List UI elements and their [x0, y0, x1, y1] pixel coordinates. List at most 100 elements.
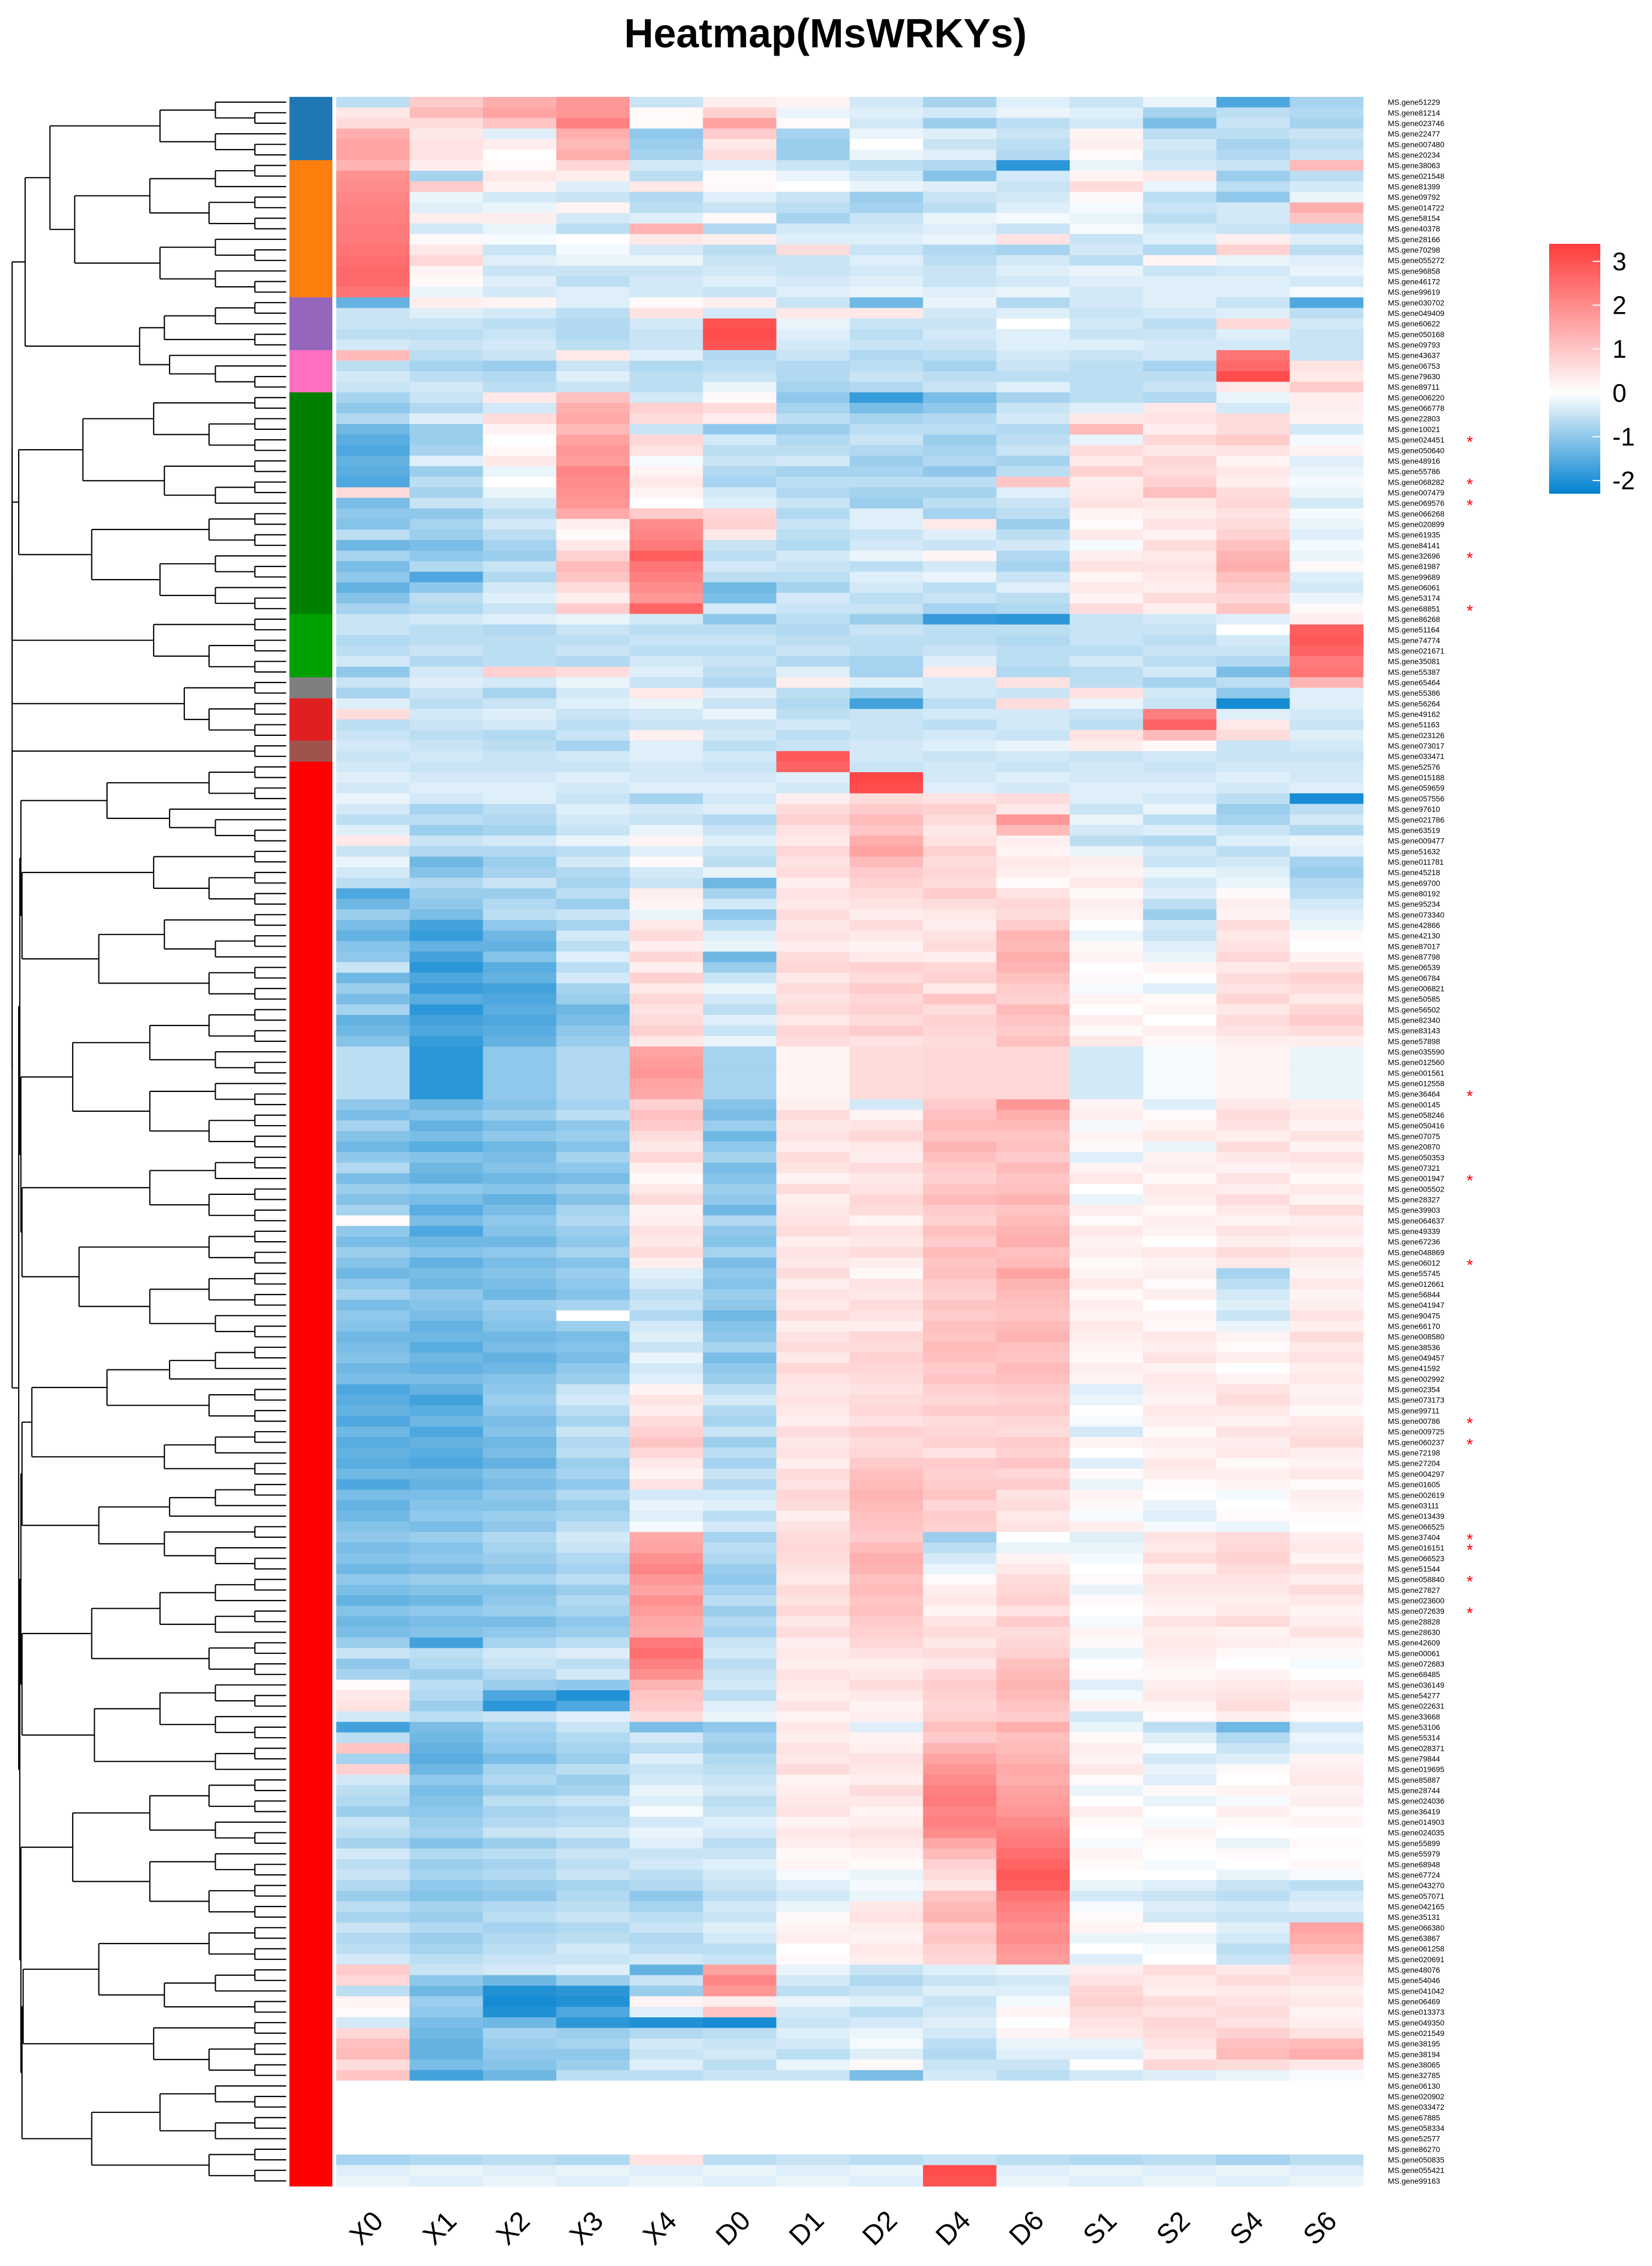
heatmap-cell — [336, 2133, 410, 2144]
heatmap-cell — [703, 1500, 776, 1511]
heatmap-cell — [776, 297, 850, 308]
heatmap-cell — [1070, 614, 1144, 625]
heatmap-cell — [1290, 1680, 1364, 1691]
heatmap-cell — [1290, 1437, 1364, 1448]
heatmap-cell — [703, 1342, 776, 1353]
heatmap-cell — [1290, 1458, 1364, 1469]
heatmap-cell — [1290, 203, 1364, 214]
row-mark: * — [1467, 1435, 1473, 1454]
heatmap-cell — [1290, 297, 1364, 308]
heatmap-cell — [1143, 266, 1217, 277]
heatmap-cell — [776, 677, 850, 688]
heatmap-cell — [556, 1036, 630, 1047]
heatmap-cell — [630, 740, 703, 751]
row-label: MS.gene22803 — [1388, 414, 1440, 423]
heatmap-cell — [409, 1743, 483, 1754]
heatmap-cell — [1290, 1923, 1364, 1934]
heatmap-cell — [997, 1680, 1070, 1691]
heatmap-cell — [483, 593, 557, 604]
heatmap-cell — [1143, 582, 1217, 593]
heatmap-cell — [776, 1247, 850, 1258]
heatmap-cell — [1216, 1511, 1290, 1522]
heatmap-cell — [483, 213, 557, 224]
heatmap-cell — [409, 1543, 483, 1554]
heatmap-cell — [923, 867, 997, 878]
heatmap-cell — [630, 382, 703, 393]
heatmap-cell — [1070, 751, 1144, 762]
heatmap-cell — [1070, 2091, 1144, 2102]
heatmap-cell — [1290, 730, 1364, 741]
heatmap-cell — [776, 255, 850, 266]
heatmap-cell — [923, 350, 997, 361]
heatmap-cell — [336, 1046, 410, 1057]
heatmap-cell — [703, 550, 776, 561]
heatmap-cell — [336, 698, 410, 709]
heatmap-cell — [409, 719, 483, 730]
heatmap-cell — [923, 529, 997, 540]
heatmap-cell — [483, 1173, 557, 1184]
heatmap-cell — [1216, 319, 1290, 330]
heatmap-cell — [1216, 1247, 1290, 1258]
heatmap-cell — [776, 941, 850, 952]
heatmap-cell — [483, 329, 557, 340]
heatmap-cell — [1290, 1627, 1364, 1638]
heatmap-cell — [336, 815, 410, 826]
heatmap-cell — [1070, 646, 1144, 657]
heatmap-cell — [1216, 1806, 1290, 1817]
heatmap-cell — [776, 97, 850, 108]
heatmap-cell — [1290, 1448, 1364, 1459]
heatmap-cell — [923, 994, 997, 1005]
heatmap-cell — [776, 1627, 850, 1638]
heatmap-cell — [556, 878, 630, 889]
heatmap-cell — [336, 107, 410, 118]
heatmap-cell — [483, 1785, 557, 1796]
heatmap-cell — [923, 1585, 997, 1596]
heatmap-cell — [483, 952, 557, 963]
row-label: MS.gene80192 — [1388, 889, 1440, 898]
heatmap-cell — [1143, 1479, 1217, 1490]
heatmap-cell — [997, 1237, 1070, 1248]
heatmap-cell — [1290, 1490, 1364, 1501]
heatmap-cell — [483, 1437, 557, 1448]
row-label: MS.gene014903 — [1388, 1818, 1445, 1827]
heatmap-cell — [630, 582, 703, 593]
heatmap-cell — [336, 1078, 410, 1089]
heatmap-cell — [409, 973, 483, 984]
heatmap-cell — [1290, 424, 1364, 435]
row-label: MS.gene99619 — [1388, 288, 1440, 297]
heatmap-cell — [850, 1954, 923, 1965]
heatmap-cell — [1216, 1226, 1290, 1237]
heatmap-cell — [923, 1627, 997, 1638]
heatmap-cell — [556, 1458, 630, 1469]
heatmap-cell — [850, 2028, 923, 2039]
heatmap-cell — [703, 836, 776, 847]
heatmap-cell — [1290, 888, 1364, 899]
row-label: MS.gene058840 — [1388, 1575, 1445, 1584]
heatmap-cell — [1216, 1184, 1290, 1195]
heatmap-cell — [336, 709, 410, 720]
heatmap-cell — [997, 434, 1070, 445]
heatmap-cell — [776, 223, 850, 234]
heatmap-cell — [630, 1733, 703, 1744]
heatmap-cell — [1216, 1374, 1290, 1385]
heatmap-cell — [409, 1448, 483, 1459]
heatmap-cell — [556, 2039, 630, 2050]
heatmap-cell — [336, 340, 410, 351]
heatmap-cell — [409, 2133, 483, 2144]
heatmap-cell — [1216, 909, 1290, 920]
heatmap-cell — [1143, 867, 1217, 878]
heatmap-cell — [1143, 329, 1217, 340]
heatmap-cell — [630, 181, 703, 192]
heatmap-cell — [997, 1711, 1070, 1722]
heatmap-cell — [1070, 825, 1144, 836]
heatmap-cell — [483, 382, 557, 393]
heatmap-cell — [1290, 1046, 1364, 1057]
heatmap-cell — [336, 1458, 410, 1469]
heatmap-cell — [483, 1595, 557, 1606]
legend-tick-label: 2 — [1612, 291, 1627, 320]
heatmap-cell — [556, 1004, 630, 1015]
heatmap-cell — [409, 1468, 483, 1479]
heatmap-cell — [409, 329, 483, 340]
heatmap-cell — [556, 1617, 630, 1628]
heatmap-cell — [1070, 392, 1144, 403]
